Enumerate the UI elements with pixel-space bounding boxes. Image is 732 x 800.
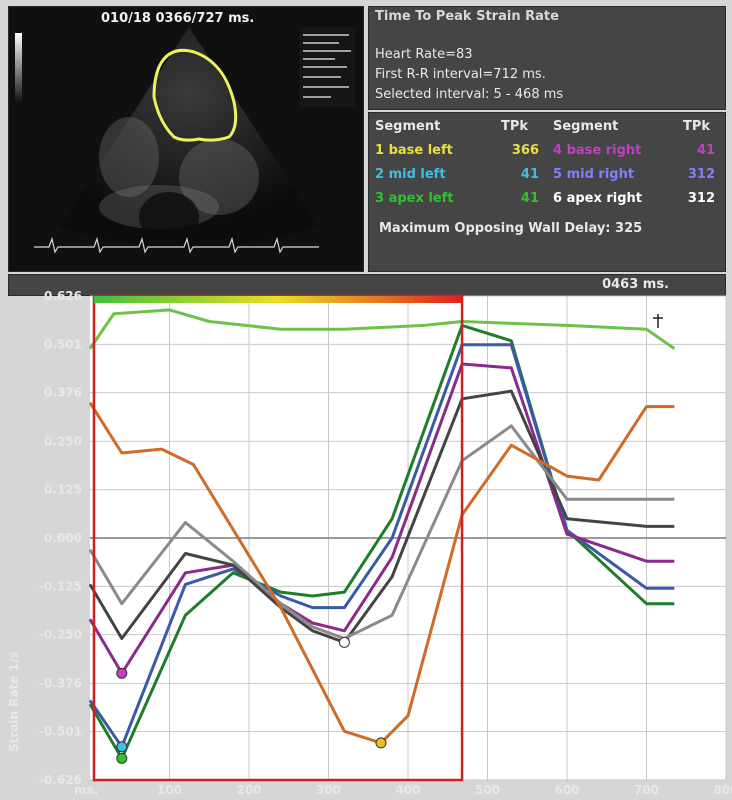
y-tick-label: 0.125 <box>44 483 82 497</box>
x-tick-label: 300 <box>316 783 341 797</box>
x-tick-label: 800 <box>713 783 732 797</box>
peak-marker <box>338 636 350 648</box>
y-tick-label: 0.626 <box>44 289 82 303</box>
rr-interval: First R-R interval=712 ms. <box>375 67 546 82</box>
segment-name-right: 5 mid right <box>553 167 635 182</box>
y-tick-label: 0.000 <box>44 531 82 545</box>
y-tick-label: -0.250 <box>39 628 82 642</box>
info-panel: Time To Peak Strain Rate Heart Rate=83 F… <box>368 6 726 110</box>
frame-label: 010/18 0366/727 ms. <box>101 11 255 26</box>
x-tick-label: 600 <box>554 783 579 797</box>
time-readout: 0463 ms. <box>602 277 669 292</box>
segment-name-left: 3 apex left <box>375 191 454 206</box>
segment-tpk-right: 312 <box>687 191 715 206</box>
segment-name-right: 6 apex right <box>553 191 643 206</box>
segment-name-left: 2 mid left <box>375 167 446 182</box>
echo-image <box>15 27 355 254</box>
x-axis-unit-label: ms. <box>74 783 98 797</box>
segment-name-right: 4 base right <box>553 143 642 158</box>
x-tick-label: 200 <box>236 783 261 797</box>
y-tick-label: 0.376 <box>44 386 82 400</box>
x-tick-label: 500 <box>475 783 500 797</box>
ultrasound-sector <box>59 27 319 247</box>
series-line-6 <box>88 401 675 745</box>
selected-interval-colorbar <box>93 296 463 303</box>
y-tick-label: -0.376 <box>39 676 82 690</box>
x-tick-label: 700 <box>634 783 659 797</box>
y-axis-ticks: 0.626 0.501 0.376 0.250 0.125 0.000 -0.125 -0.2… <box>39 289 82 787</box>
col-header-tpk-right: TPk <box>683 119 711 134</box>
grayscale-bar <box>15 33 22 103</box>
lv-tracking-contour <box>152 48 238 142</box>
segment-tpk-left: 41 <box>520 167 539 182</box>
series-line-7 <box>88 308 676 350</box>
x-axis-ticks: 100 200 300 400 500 600 700 800 <box>157 783 732 797</box>
interval-gradient-bar <box>93 296 463 303</box>
y-tick-label: -0.501 <box>39 725 82 739</box>
y-axis-label: Strain Rate 1/s <box>7 652 21 753</box>
selected-interval: Selected interval: 5 - 468 ms <box>375 87 564 102</box>
settings-overlay-text <box>303 34 351 98</box>
echo-image-panel: 010/18 0366/727 ms. <box>8 6 364 272</box>
segment-name-left: 1 base left <box>375 143 453 158</box>
col-header-segment-right: Segment <box>553 119 619 134</box>
series-line-3 <box>88 362 675 675</box>
cursor-mark-icon <box>653 314 663 328</box>
peak-marker <box>116 752 128 764</box>
y-tick-label: -0.626 <box>39 773 82 787</box>
strain-rate-chart: 0.626 0.501 0.376 0.250 0.125 0.000 -0.125 -0.2… <box>7 289 732 797</box>
panel-title: Time To Peak Strain Rate <box>375 9 559 24</box>
y-tick-label: 0.250 <box>44 434 82 448</box>
segment-tpk-left: 41 <box>520 191 539 206</box>
peak-marker <box>375 737 387 749</box>
x-tick-label: 400 <box>395 783 420 797</box>
segment-table: Segment TPk Segment TPk 1 base left 366 4 … <box>368 112 726 272</box>
segment-tpk-left: 366 <box>511 143 539 158</box>
max-opposing-wall-delay: Maximum Opposing Wall Delay: 325 <box>379 221 643 236</box>
segment-tpk-right: 41 <box>696 143 715 158</box>
heart-rate: Heart Rate=83 <box>375 47 473 62</box>
segment-tpk-right: 312 <box>687 167 715 182</box>
peak-marker <box>116 667 128 679</box>
x-tick-label: 100 <box>157 783 182 797</box>
y-tick-label: 0.501 <box>44 337 82 351</box>
y-tick-label: -0.125 <box>39 579 82 593</box>
peak-markers <box>116 636 387 764</box>
peak-marker <box>116 741 128 753</box>
ecg-trace <box>34 236 319 254</box>
col-header-tpk-left: TPk <box>501 119 529 134</box>
col-header-segment-left: Segment <box>375 119 441 134</box>
